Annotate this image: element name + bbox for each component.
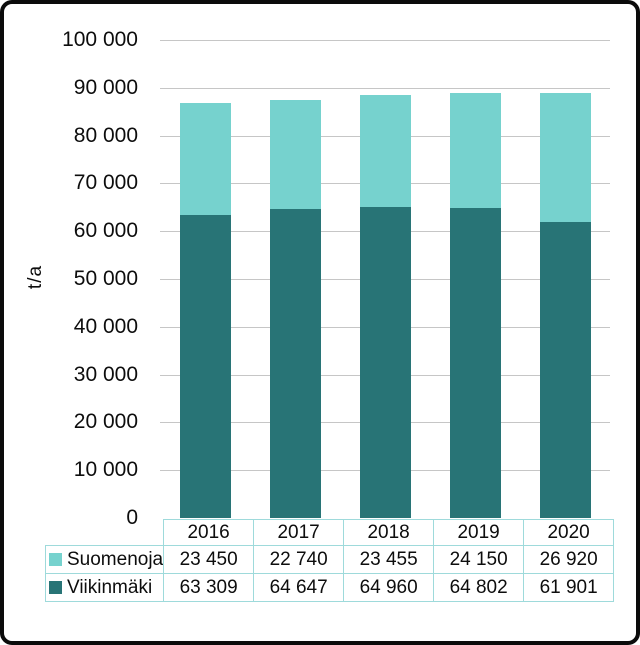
legend-label-cell: Viikinmäki (44, 573, 165, 602)
value-cell: 64 960 (343, 573, 435, 602)
table-blank-cell (46, 520, 164, 546)
y-tick-label: 20 000 (73, 410, 138, 434)
bar-segment-viikinmäki-2016 (179, 215, 231, 518)
y-tick-label: 30 000 (73, 362, 138, 386)
legend-label-cell: Suomenoja (44, 545, 165, 574)
y-tick-label: 50 000 (73, 267, 138, 290)
value-cell: 61 901 (523, 573, 615, 602)
table-year-row: 2016 2017 2018 2019 2020 (46, 519, 615, 546)
value-cell: 26 920 (523, 545, 615, 574)
bar-segment-viikinmäki-2018 (359, 207, 411, 518)
bar-segment-suomenoja-2017 (269, 100, 321, 209)
data-table: 2016 2017 2018 2019 2020 Suomenoja 23 450 22 74… (44, 519, 615, 602)
value-cell: 64 802 (433, 573, 525, 602)
gridline (160, 87, 610, 89)
table-row: Viikinmäki 63 309 64 647 64 960 64 802 61 901 (44, 573, 615, 602)
year-header-cell: 2019 (433, 519, 525, 546)
legend-swatch-icon (49, 580, 62, 594)
y-tick-label: 60 000 (73, 219, 138, 243)
y-tick-label: 40 000 (73, 314, 138, 338)
legend-swatch-icon (49, 552, 62, 566)
value-cell: 63 309 (163, 573, 255, 602)
year-header-cell: 2020 (523, 519, 615, 546)
bar-segment-viikinmäki-2017 (269, 208, 321, 518)
year-header-cell: 2016 (163, 519, 255, 546)
y-tick-label: 0 (126, 506, 138, 529)
value-cell: 23 455 (343, 545, 435, 574)
legend-label: Suomenoja (67, 548, 164, 570)
y-tick-label: 70 000 (73, 171, 138, 195)
value-cell: 64 647 (253, 573, 345, 602)
bar-segment-suomenoja-2018 (359, 95, 411, 208)
value-cell: 24 150 (433, 545, 525, 574)
y-tick-label: 90 000 (73, 75, 138, 99)
y-tick-label: 100 000 (62, 28, 138, 51)
bar-segment-viikinmäki-2020 (539, 222, 591, 518)
year-header-cell: 2018 (343, 519, 435, 546)
bar-segment-suomenoja-2019 (449, 92, 501, 209)
bar-segment-suomenoja-2016 (179, 103, 231, 216)
bar-segment-suomenoja-2020 (539, 93, 591, 223)
gridline (160, 40, 610, 41)
value-cell: 22 740 (253, 545, 345, 574)
bar-segment-viikinmäki-2019 (449, 208, 501, 518)
year-header-cell: 2017 (253, 519, 345, 546)
y-tick-label: 10 000 (73, 458, 138, 482)
table-row: Suomenoja 23 450 22 740 23 455 24 150 26 920 (44, 545, 615, 574)
value-cell: 23 450 (163, 545, 255, 574)
legend-label: Viikinmäki (67, 576, 153, 598)
y-tick-label: 80 000 (73, 123, 138, 147)
